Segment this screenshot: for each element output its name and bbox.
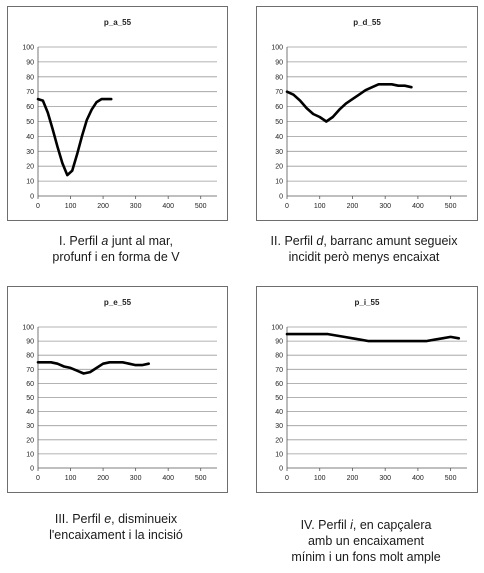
caption-a-line2: profunf i en forma de V [52,250,180,264]
y-tick-label: 50 [275,395,283,402]
series-line [285,83,413,123]
y-tick-label: 60 [26,104,34,111]
y-tick-label: 20 [26,437,34,444]
y-tick-label: 90 [275,339,283,346]
caption-e: III. Perfil e, disminueix l'encaixament … [0,511,232,543]
y-tick-label: 20 [275,164,283,171]
chart-e: p_e_55 0 10 20 30 40 50 60 70 80 90 100 0 100 200 300 40… [22,298,217,482]
y-tick-label: 10 [26,179,34,186]
x-tick-label: 100 [65,203,77,210]
y-tick-label: 0 [279,194,283,201]
y-tick-label: 100 [22,45,34,52]
chart-i: p_i_55 0 10 20 30 40 50 60 70 80 90 100 0 100 200 300 40… [271,298,467,482]
y-tick-label: 30 [275,423,283,430]
y-tick-label: 60 [275,381,283,388]
caption-d-line2: incidit però menys encaixat [288,250,440,264]
caption-a-line1: I. Perfil a junt al mar, [59,234,173,248]
y-tick-label: 60 [275,104,283,111]
caption-e-line1: III. Perfil e, disminueix [54,512,178,526]
caption-a: I. Perfil a junt al mar, profunf i en fo… [0,233,232,265]
caption-i-line2: amb un encaixament [307,534,425,548]
y-tick-label: 10 [26,451,34,458]
x-tick-label: 0 [285,203,289,210]
x-tick-label: 500 [195,475,207,482]
y-tick-label: 20 [26,164,34,171]
chart-panel-e: p_e_55 0 10 20 30 40 50 60 70 80 90 100 0 100 200 300 40… [7,286,228,493]
y-tick-label: 70 [26,367,34,374]
y-tick-label: 30 [26,423,34,430]
y-tick-label: 80 [26,74,34,81]
x-tick-label: 400 [162,475,174,482]
x-tick-label: 400 [412,475,424,482]
y-tick-label: 50 [26,395,34,402]
series-line [36,361,150,375]
y-tick-label: 40 [275,409,283,416]
x-tick-label: 500 [445,203,457,210]
caption-d: II. Perfil d, barranc amunt segueix inci… [244,233,484,265]
caption-i: IV. Perfil i, en capçalera amb un encaix… [248,517,484,565]
y-tick-label: 80 [275,353,283,360]
series-line [36,97,113,177]
y-tick-label: 100 [22,325,34,332]
x-tick-label: 500 [445,475,457,482]
y-tick-label: 40 [26,409,34,416]
y-tick-label: 70 [275,89,283,96]
chart-panel-i: p_i_55 0 10 20 30 40 50 60 70 80 90 100 0 100 200 300 40… [256,286,478,493]
y-tick-label: 70 [275,367,283,374]
x-tick-label: 100 [314,203,326,210]
y-tick-label: 90 [26,59,34,66]
y-tick-label: 20 [275,437,283,444]
y-tick-label: 0 [30,466,34,473]
y-tick-label: 30 [275,149,283,156]
y-tick-label: 60 [26,381,34,388]
x-tick-label: 0 [36,203,40,210]
x-tick-label: 200 [97,203,109,210]
chart-title: p_i_55 [355,298,380,307]
x-tick-label: 200 [347,475,359,482]
y-tick-label: 10 [275,179,283,186]
y-tick-label: 40 [275,134,283,141]
caption-i-line1: IV. Perfil i, en capçalera [300,518,432,532]
y-tick-label: 100 [271,45,283,52]
chart-title: p_d_55 [353,18,381,27]
x-tick-label: 300 [130,203,142,210]
x-tick-label: 200 [97,475,109,482]
x-tick-label: 500 [195,203,207,210]
y-tick-label: 70 [26,89,34,96]
y-tick-label: 10 [275,451,283,458]
chart-title: p_e_55 [104,298,132,307]
y-tick-label: 0 [279,466,283,473]
x-tick-label: 0 [36,475,40,482]
x-tick-label: 300 [379,203,391,210]
y-tick-label: 80 [26,353,34,360]
caption-e-line2: l'encaixament i la incisió [49,528,183,542]
y-tick-label: 50 [26,119,34,126]
series-line [285,332,461,343]
x-tick-label: 0 [285,475,289,482]
chart-a: p_a_55 0 10 20 30 40 50 60 70 80 90 100 0 100 200 300 40… [22,18,217,210]
y-tick-label: 80 [275,74,283,81]
caption-d-line1: II. Perfil d, barranc amunt segueix [270,234,458,248]
x-tick-label: 200 [347,203,359,210]
x-tick-label: 300 [130,475,142,482]
y-tick-label: 30 [26,149,34,156]
chart-panel-a: p_a_55 0 10 20 30 40 50 60 70 80 90 100 0 100 200 300 40… [7,6,228,221]
y-tick-label: 90 [26,339,34,346]
chart-title: p_a_55 [104,18,132,27]
x-tick-label: 300 [379,475,391,482]
x-tick-label: 400 [162,203,174,210]
y-tick-label: 0 [30,194,34,201]
x-tick-label: 100 [65,475,77,482]
y-tick-label: 40 [26,134,34,141]
x-tick-label: 100 [314,475,326,482]
caption-i-line3: mínim i un fons molt ample [291,550,441,564]
chart-panel-d: p_d_55 0 10 20 30 40 50 60 70 80 90 100 0 100 200 300 40… [256,6,478,221]
y-tick-label: 50 [275,119,283,126]
y-tick-label: 100 [271,325,283,332]
y-tick-label: 90 [275,59,283,66]
chart-d: p_d_55 0 10 20 30 40 50 60 70 80 90 100 0 100 200 300 40… [271,18,467,210]
x-tick-label: 400 [412,203,424,210]
